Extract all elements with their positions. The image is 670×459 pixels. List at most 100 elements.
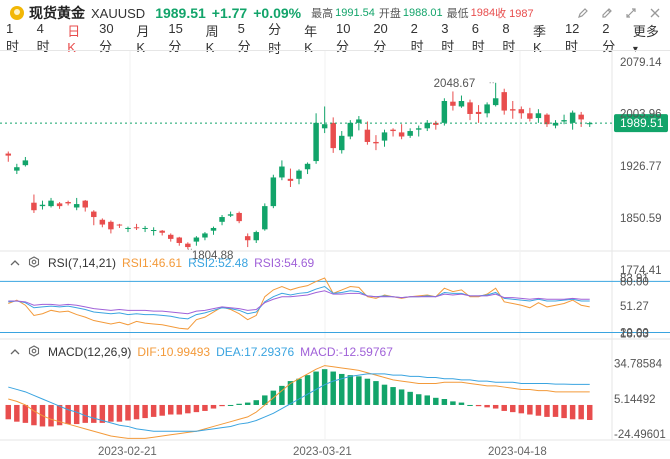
date-label: 2023-03-21 (293, 446, 352, 458)
macd-histogram-bar (501, 404, 507, 411)
candle-body (415, 128, 422, 130)
candle-body (518, 109, 525, 114)
macd-histogram-bar (262, 395, 268, 405)
rsi-tick-label: 83.91 (620, 273, 649, 285)
macd-histogram-bar (142, 404, 148, 419)
macd-title: MACD(12,26,9) (48, 345, 132, 359)
candle-body (270, 177, 277, 207)
close-value: 收 1987 (495, 8, 534, 20)
pencil-icon[interactable] (574, 4, 592, 22)
macd-histogram-bar (279, 385, 285, 405)
candle-body (381, 132, 388, 141)
gold-coin-icon (10, 6, 24, 20)
macd-histogram-bar (253, 400, 259, 405)
macd-histogram-bar (82, 404, 88, 423)
candle-body (347, 122, 354, 137)
macd-value: MACD:-12.59767 (300, 345, 393, 359)
tab-2[interactable]: 日K (67, 24, 81, 55)
settings-icon[interactable] (28, 344, 40, 360)
candle-body (373, 141, 379, 144)
macd-histogram-bar (321, 369, 328, 405)
date-label: 2023-02-21 (98, 446, 157, 458)
macd-histogram-bar (475, 404, 482, 407)
macd-histogram-bar (176, 404, 183, 415)
candle-body (356, 119, 362, 123)
candle-body (313, 122, 319, 162)
candle-body (544, 114, 550, 125)
candle-body (262, 206, 268, 230)
candle-body (433, 122, 439, 125)
candle-body (535, 113, 542, 119)
candle-body (441, 101, 448, 123)
tab-8[interactable]: 分时 (268, 22, 282, 56)
macd-tick-label: 34.78584 (614, 358, 663, 370)
macd-histogram-bar (398, 389, 405, 405)
candle-body (133, 227, 140, 229)
low-label: 最低 (446, 8, 469, 20)
chevron-down-icon: ▾ (633, 44, 638, 55)
macd-histogram-bar (244, 402, 251, 405)
instrument-name: 现货黄金 (29, 5, 85, 21)
rsi-tick-label: 18.63 (620, 329, 649, 341)
candle-body (501, 92, 507, 111)
close-icon[interactable] (646, 4, 664, 22)
candle-body (168, 234, 174, 239)
macd-histogram-bar (296, 378, 302, 405)
candle-body (56, 203, 63, 207)
macd-histogram-bar (73, 404, 80, 425)
candle-body (475, 111, 482, 114)
macd-histogram-bar (492, 404, 499, 409)
tab-16[interactable]: 季K (533, 24, 547, 55)
candle-body (116, 224, 123, 226)
current-price-tag (614, 114, 668, 133)
candle-body (91, 211, 97, 218)
price-tick-label: 1850.59 (620, 213, 662, 225)
rsi-tick-label: 51.27 (620, 301, 649, 313)
candle-body (125, 227, 131, 229)
rsi-tick-label: 80.00 (620, 276, 649, 288)
high-label: 最高 (311, 8, 334, 20)
macd-histogram-bar (578, 404, 584, 420)
candle-body (527, 113, 533, 119)
macd-histogram-bar (227, 404, 234, 406)
edit-icon[interactable] (598, 4, 616, 22)
candle-body (14, 167, 20, 171)
macd-histogram-bar (347, 375, 354, 405)
macd-histogram-bar (99, 404, 106, 423)
macd-histogram-bar (287, 381, 294, 405)
candle-body (253, 232, 259, 241)
macd-histogram-bar (125, 404, 131, 421)
candle-body (150, 230, 157, 232)
collapse-icon[interactable] (10, 256, 20, 270)
candle-body (424, 122, 430, 129)
macd-histogram-bar (193, 404, 200, 413)
tab-4[interactable]: 月K (136, 24, 150, 55)
expand-icon[interactable] (622, 4, 640, 22)
candle-body (176, 237, 183, 243)
collapse-icon[interactable] (10, 345, 20, 359)
candle-body (586, 123, 593, 125)
rsi2-value: RSI2:52.48 (188, 256, 249, 270)
candle-body (236, 212, 242, 222)
candle-body (82, 200, 88, 208)
dif-line (8, 365, 590, 439)
price-change: +1.77 (211, 5, 248, 21)
candle-body (484, 104, 490, 114)
rsi-tick-label: 20.00 (620, 327, 649, 339)
candle-body (244, 236, 251, 241)
settings-icon[interactable] (28, 255, 40, 271)
candle-body (287, 178, 294, 181)
macd-histogram-bar (133, 404, 140, 420)
price-tick-label: 1774.41 (620, 265, 662, 277)
macd-histogram-bar (552, 404, 559, 417)
tab-6[interactable]: 周K (205, 24, 219, 55)
rsi2-line (8, 285, 590, 320)
candle-body (458, 101, 465, 107)
macd-tick-label: -24.49601 (614, 429, 666, 441)
open-value: 1988.01 (402, 7, 443, 19)
macd-histogram-bar (450, 401, 456, 405)
tab-9[interactable]: 年K (304, 24, 318, 55)
tab-19[interactable]: 更多 ▾ (627, 21, 670, 55)
macd-histogram-bar (116, 404, 123, 422)
